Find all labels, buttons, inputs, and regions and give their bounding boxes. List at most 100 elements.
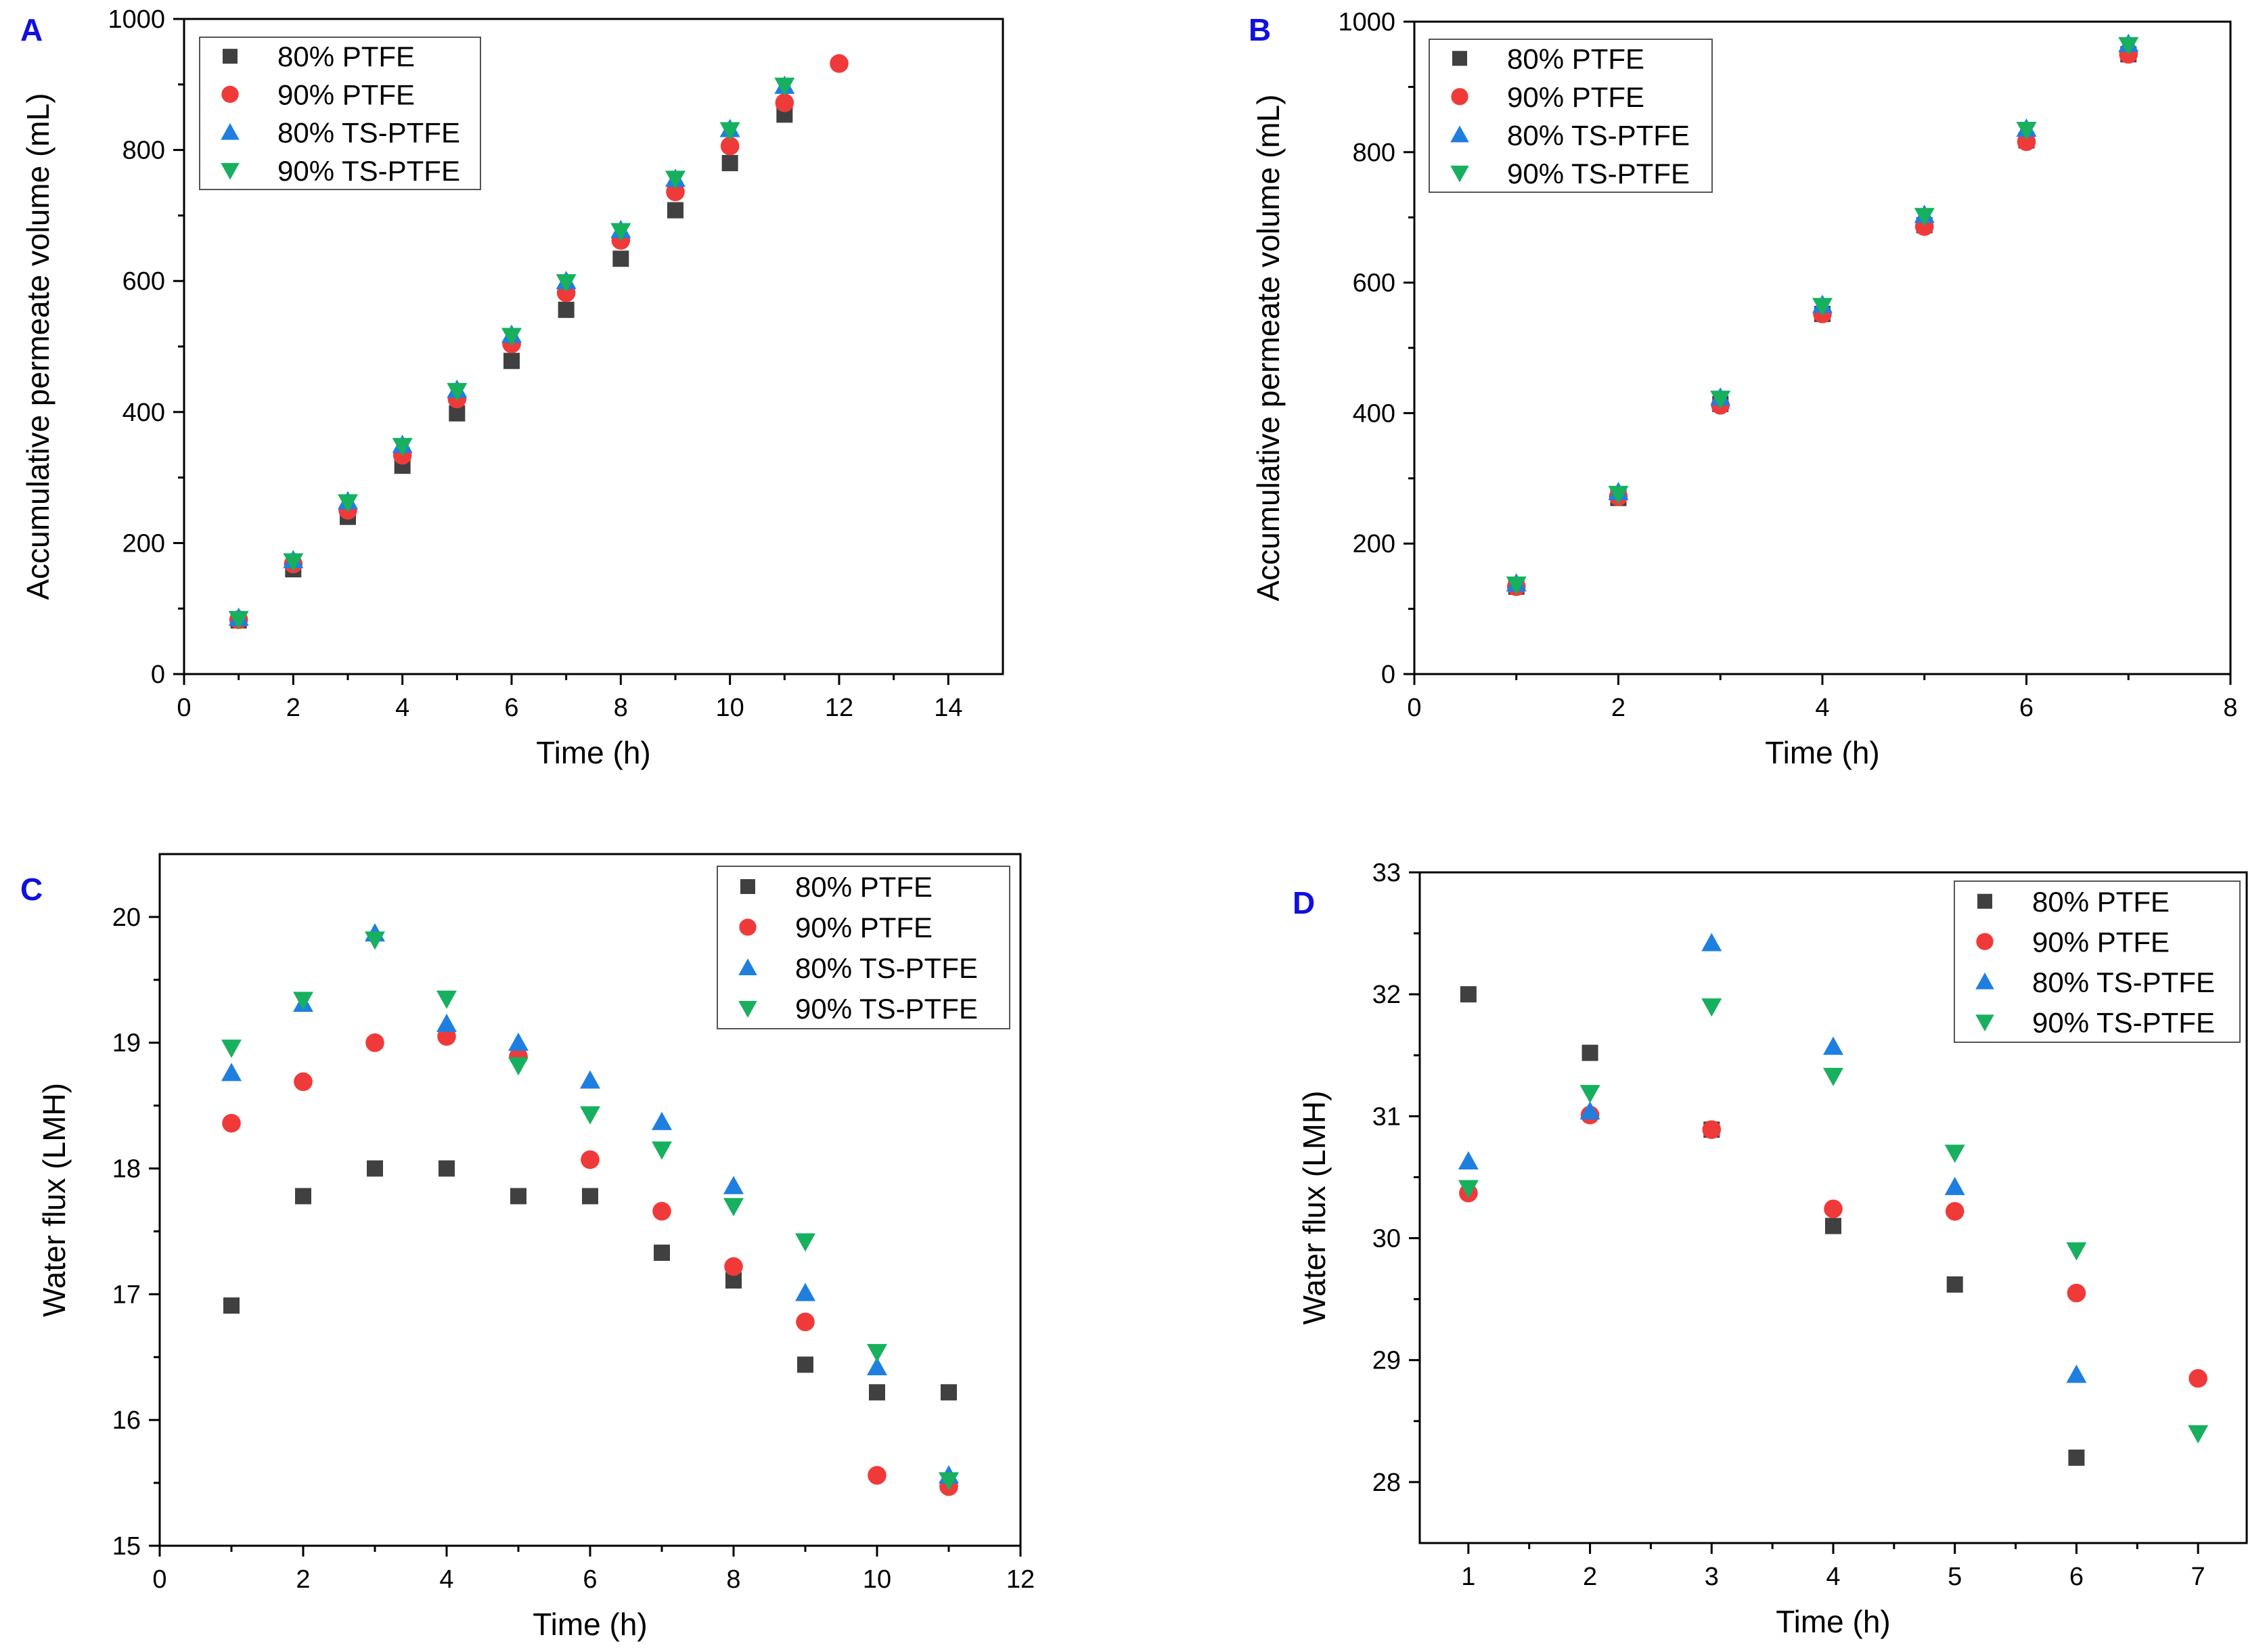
panel-a-legend-marker-90pct-ptfe bbox=[221, 85, 239, 104]
panel-c-legend-marker-80pct-ts-ptfe bbox=[738, 958, 757, 975]
panel-d-ytick-label: 30 bbox=[1372, 1225, 1401, 1253]
panel-d-legend: 80% PTFE 90% PTFE 80% TS-PTFE 90% TS-PTFE bbox=[1954, 880, 2241, 1043]
panel-c-point-90pct-ptfe bbox=[868, 1466, 886, 1485]
panel-c-ytick-label: 17 bbox=[112, 1280, 141, 1309]
panel-c-legend-box bbox=[717, 866, 1010, 1029]
panel-a-legend-marker-90pct-ts-ptfe bbox=[221, 162, 240, 180]
panel-d-point-90pct-ts-ptfe bbox=[1458, 1180, 1479, 1199]
panel-a-legend-box bbox=[199, 37, 481, 190]
panel-a-ytick-label: 200 bbox=[122, 529, 165, 558]
panel-d-point-90pct-ptfe bbox=[1702, 1120, 1722, 1139]
panel-b-point-90pct-ts-ptfe bbox=[2016, 122, 2037, 141]
panel-c-legend-label-80pct-ts-ptfe: 80% TS-PTFE bbox=[795, 952, 978, 984]
panel-c-point-80pct-ptfe bbox=[941, 1384, 957, 1401]
panel-c-point-80pct-ts-ptfe bbox=[436, 1013, 457, 1032]
panel-d-point-80pct-ptfe bbox=[1946, 1276, 1963, 1293]
panel-d: D 1 2 3 4 5 6 7 28 29 30 31 32 33 Time (h) Water flux (… bbox=[1293, 859, 2248, 1639]
panel-d-xtick-label: 3 bbox=[1705, 1563, 1719, 1591]
panel-d-legend-marker-80pct-ptfe bbox=[1977, 893, 1992, 909]
panel-d-series-80pct-ts-ptfe bbox=[1458, 933, 2087, 1383]
panel-c-series-80pct-ptfe bbox=[223, 1160, 957, 1401]
panel-c-point-80pct-ptfe bbox=[869, 1384, 885, 1401]
panel-c-point-80pct-ts-ptfe bbox=[652, 1111, 672, 1130]
panel-d-legend-label-80pct-ts-ptfe: 80% TS-PTFE bbox=[2032, 966, 2215, 998]
panel-d-y-axis-label: Water flux (LMH) bbox=[1297, 1091, 1332, 1325]
panel-a-point-90pct-ts-ptfe bbox=[447, 382, 468, 401]
panel-d-series-80pct-ptfe bbox=[1460, 986, 2085, 1466]
panel-a: A 0 2 4 6 8 10 12 14 0 200 400 600 800 1000 Time (h) Acc… bbox=[20, 5, 1004, 770]
panel-d-point-80pct-ptfe bbox=[2068, 1449, 2085, 1466]
panel-c-xtick-label: 10 bbox=[863, 1565, 891, 1594]
panel-a-ytick-label: 400 bbox=[122, 399, 165, 427]
panel-d-xtick-label: 2 bbox=[1583, 1563, 1597, 1591]
panel-d-series-90pct-ptfe bbox=[1459, 1105, 2207, 1388]
panel-c-point-80pct-ptfe bbox=[295, 1188, 311, 1205]
panel-d-point-90pct-ts-ptfe bbox=[2188, 1425, 2209, 1444]
panel-a-point-90pct-ptfe bbox=[775, 93, 794, 112]
panel-a-point-90pct-ts-ptfe bbox=[283, 553, 304, 572]
panel-c-point-90pct-ptfe bbox=[365, 1033, 384, 1052]
panel-b-ytick-label: 0 bbox=[1381, 661, 1395, 689]
panel-c-legend-label-90pct-ts-ptfe: 90% TS-PTFE bbox=[795, 993, 978, 1025]
panel-b-ytick-label: 200 bbox=[1353, 530, 1395, 558]
panel-a-legend: 80% PTFE 90% PTFE 80% TS-PTFE 90% TS-PTFE bbox=[199, 37, 481, 190]
panel-b-legend-marker-80pct-ptfe bbox=[1452, 51, 1467, 66]
panel-a-xtick-label: 12 bbox=[825, 694, 853, 722]
panel-c-point-80pct-ts-ptfe bbox=[723, 1176, 744, 1195]
panel-d-point-80pct-ts-ptfe bbox=[2066, 1364, 2087, 1383]
panel-c-legend-label-80pct-ptfe: 80% PTFE bbox=[795, 871, 933, 903]
panel-d-legend-marker-90pct-ts-ptfe bbox=[1975, 1014, 1994, 1031]
panel-a-point-80pct-ptfe bbox=[721, 154, 738, 171]
panel-b-point-90pct-ts-ptfe bbox=[1812, 298, 1833, 317]
panel-b-legend-label-90pct-ptfe: 90% PTFE bbox=[1507, 81, 1644, 113]
panel-c-xtick-label: 4 bbox=[439, 1565, 453, 1594]
panel-a-ytick-label: 0 bbox=[151, 661, 165, 689]
panel-c-point-90pct-ptfe bbox=[222, 1113, 241, 1133]
panel-c-point-80pct-ptfe bbox=[223, 1297, 240, 1314]
panel-a-legend-label-90pct-ts-ptfe: 90% TS-PTFE bbox=[277, 155, 460, 187]
panel-b-ytick-label: 1000 bbox=[1338, 8, 1395, 37]
panel-d-point-90pct-ts-ptfe bbox=[1823, 1067, 1843, 1086]
panel-c-xtick-label: 8 bbox=[726, 1565, 740, 1594]
panel-d-point-90pct-ptfe bbox=[2189, 1368, 2207, 1388]
panel-c-legend: 80% PTFE 90% PTFE 80% TS-PTFE 90% TS-PTFE bbox=[717, 866, 1010, 1029]
panel-b-ytick-label: 600 bbox=[1353, 269, 1395, 298]
panel-a-point-90pct-ptfe bbox=[720, 136, 740, 156]
panel-a-xtick-label: 14 bbox=[934, 694, 962, 722]
panel-b-ytick-label: 400 bbox=[1353, 399, 1395, 428]
panel-c-point-80pct-ts-ptfe bbox=[221, 1063, 242, 1081]
panel-b-legend-box bbox=[1429, 39, 1713, 193]
panel-a-y-axis-label: Accumulative permeate volume (mL) bbox=[20, 93, 55, 600]
panel-b-series-90pct-ts-ptfe bbox=[1506, 37, 2139, 595]
panel-c-point-90pct-ts-ptfe bbox=[436, 990, 457, 1009]
panel-a-point-90pct-ts-ptfe bbox=[774, 77, 795, 96]
panel-c-point-90pct-ts-ptfe bbox=[293, 991, 313, 1010]
panel-c-ytick-label: 20 bbox=[112, 903, 141, 932]
panel-c-legend-marker-90pct-ptfe bbox=[739, 918, 757, 936]
panel-b-xtick-label: 4 bbox=[1815, 694, 1829, 722]
panel-d-point-80pct-ts-ptfe bbox=[1944, 1176, 1965, 1195]
panel-a-legend-label-90pct-ptfe: 90% PTFE bbox=[277, 79, 415, 110]
panel-a-point-80pct-ptfe bbox=[612, 250, 629, 267]
panel-a-xtick-label: 10 bbox=[716, 694, 744, 722]
panel-d-x-axis-label: Time (h) bbox=[1776, 1604, 1891, 1639]
panel-d-xtick-label: 1 bbox=[1461, 1563, 1475, 1591]
panel-c-point-90pct-ts-ptfe bbox=[221, 1040, 242, 1058]
panel-d-ytick-label: 32 bbox=[1372, 981, 1401, 1009]
panel-b-point-90pct-ts-ptfe bbox=[1710, 390, 1731, 409]
panel-a-ytick-label: 1000 bbox=[108, 5, 165, 34]
panel-c-ytick-label: 18 bbox=[112, 1155, 141, 1184]
panel-c-point-80pct-ts-ptfe bbox=[795, 1282, 815, 1301]
panel-c-point-90pct-ts-ptfe bbox=[939, 1472, 959, 1491]
panel-a-xtick-label: 8 bbox=[614, 694, 628, 722]
panel-b-xtick-label: 0 bbox=[1407, 694, 1421, 722]
panel-d-point-80pct-ptfe bbox=[1825, 1218, 1841, 1234]
panel-c-point-90pct-ts-ptfe bbox=[795, 1233, 815, 1252]
panel-a-point-90pct-ts-ptfe bbox=[719, 122, 740, 141]
panel-a-ytick-label: 600 bbox=[122, 267, 165, 296]
panel-a-legend-marker-80pct-ptfe bbox=[223, 49, 238, 64]
panel-c-x-axis-label: Time (h) bbox=[533, 1607, 648, 1642]
panel-c-point-80pct-ts-ptfe bbox=[580, 1070, 600, 1089]
panel-c-series-90pct-ptfe bbox=[222, 1027, 958, 1496]
